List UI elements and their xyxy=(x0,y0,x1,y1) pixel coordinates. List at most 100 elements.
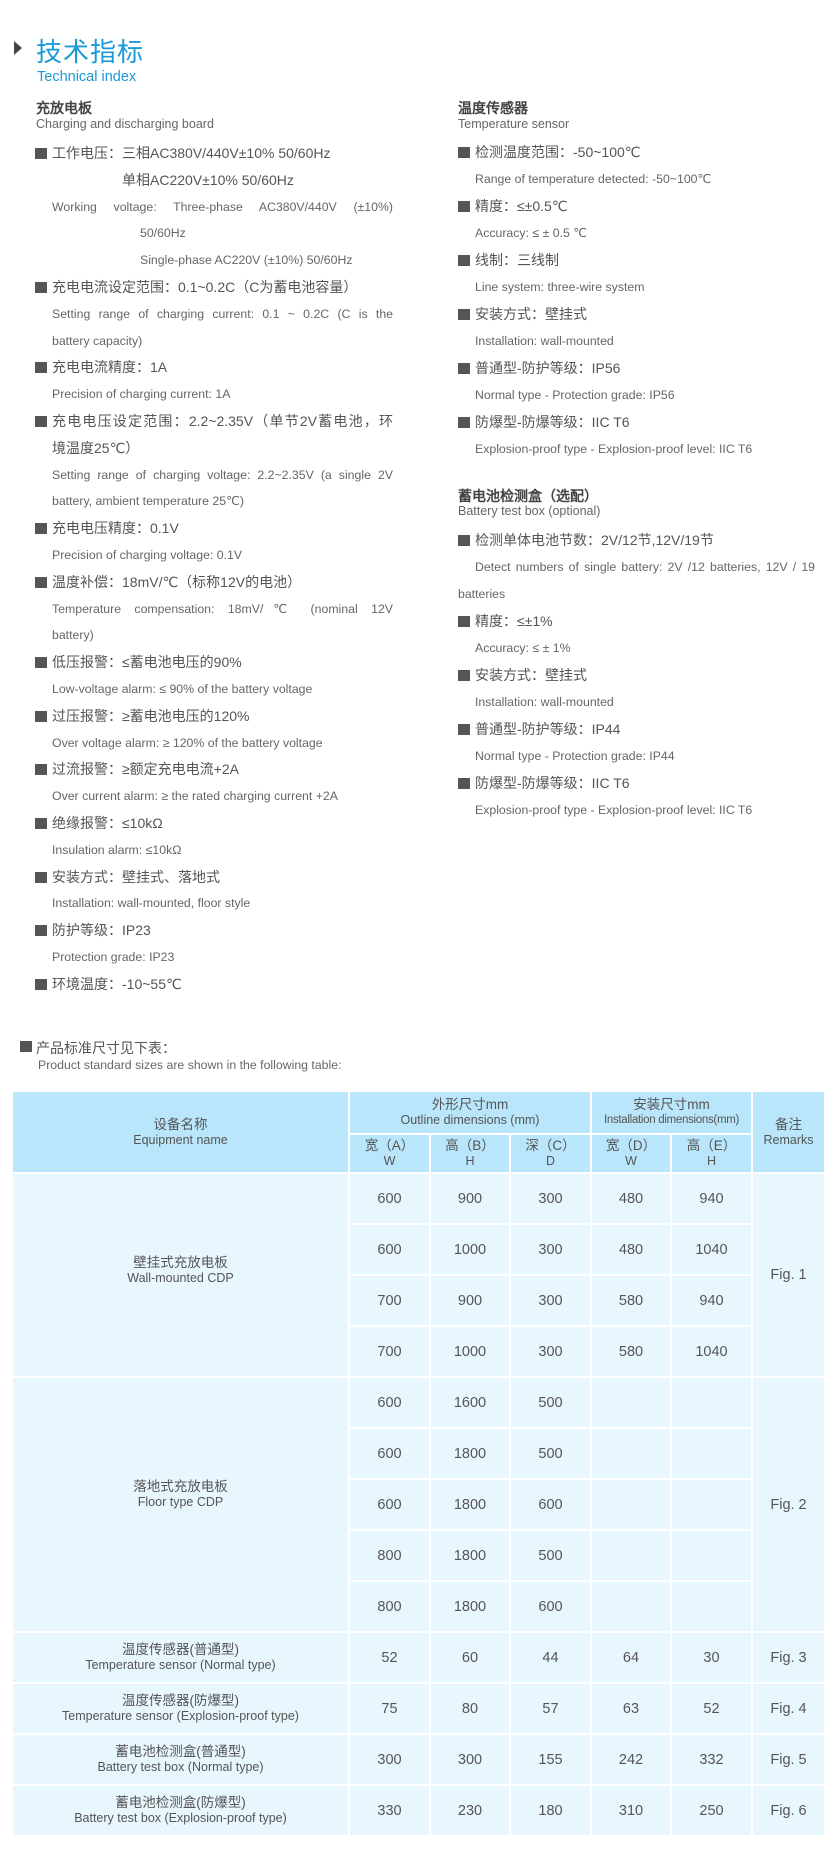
dimension-cell: 580 xyxy=(590,1325,672,1378)
spec-translation: Over current alarm: ≥ the rated charging… xyxy=(35,783,393,810)
spec-translation: battery, ambient temperature 25℃) xyxy=(35,488,393,515)
equipment-name-en: Battery test box (Explosion-proof type) xyxy=(74,1811,287,1825)
table-row: 蓄电池检测盒(防爆型) Battery test box (Explosion-p… xyxy=(11,1784,826,1837)
dimension-cell xyxy=(670,1529,753,1582)
spec-translation: Precision of charging current: 1A xyxy=(35,381,393,408)
remarks-cell: Fig. 5 xyxy=(751,1733,826,1786)
spec-item: 安装方式：壁挂式、落地式 xyxy=(35,864,393,891)
spec-text: 充电电压设定范围：2.2~2.35V（单节2V蓄电池，环 xyxy=(52,412,393,429)
dimension-cell xyxy=(590,1478,672,1531)
header-en: H xyxy=(706,1154,717,1168)
dimension-cell: 57 xyxy=(509,1682,592,1735)
charging-board-specs: 工作电压：三相AC380V/440V±10% 50/60Hz 单相AC220V±1… xyxy=(35,140,393,998)
header-equipment-name: 设备名称 Equipment name xyxy=(11,1090,350,1174)
table-row: 700 900 300 580 940 xyxy=(12,1274,825,1327)
bullet-square-icon xyxy=(458,417,470,428)
section-heading-battery-test-box: 蓄电池检测盒（选配） xyxy=(458,488,598,504)
sizes-note-en: Product standard sizes are shown in the … xyxy=(38,1058,342,1072)
dimension-cell xyxy=(670,1478,753,1531)
dimension-cell: 580 xyxy=(590,1274,672,1327)
header-dimension-0: 宽（A） W xyxy=(348,1133,431,1174)
header-en: W xyxy=(383,1154,396,1168)
spec-item: 过流报警：≥额定充电电流+2A xyxy=(35,756,393,783)
spec-translation: Setting range of charging voltage: 2.2~2… xyxy=(35,462,393,489)
bullet-square-icon xyxy=(458,724,470,735)
spec-translation: Line system: three-wire system xyxy=(458,274,818,301)
section-heading-charging-board: 充放电板 xyxy=(36,100,92,116)
dimension-cell: 80 xyxy=(429,1682,511,1735)
bullet-square-icon xyxy=(458,670,470,681)
spec-text: Normal type - Protection grade: IP44 xyxy=(475,749,675,763)
dimension-cell: 900 xyxy=(429,1274,511,1327)
spec-item: 工作电压：三相AC380V/440V±10% 50/60Hz xyxy=(35,140,393,167)
spec-text: Installation: wall-mounted xyxy=(475,695,614,709)
spec-text: Over voltage alarm: ≥ 120% of the batter… xyxy=(52,735,323,750)
header-en: D xyxy=(545,1154,556,1168)
spec-text: Precision of charging voltage: 0.1V xyxy=(52,547,243,562)
dimension-cell: 800 xyxy=(348,1529,431,1582)
spec-text: 检测温度范围：-50~100℃ xyxy=(475,144,641,160)
bullet-square-icon xyxy=(458,147,470,158)
header-cn: 备注 xyxy=(775,1116,802,1132)
dimension-cell xyxy=(590,1580,672,1633)
bullet-square-icon xyxy=(458,535,470,546)
dimension-cell xyxy=(670,1427,753,1480)
dimension-cell: 300 xyxy=(509,1223,592,1276)
bullet-square-icon xyxy=(458,778,470,789)
spec-item: 温度补偿：18mV/℃（标称12V的电池） xyxy=(35,569,393,596)
temperature-sensor-specs: 检测温度范围：-50~100℃ Range of temperature dete… xyxy=(458,139,818,463)
dimension-cell: 600 xyxy=(348,1172,431,1225)
spec-text: Working voltage: Three-phase AC380V/440V… xyxy=(52,199,393,214)
spec-item: 普通型-防护等级：IP56 xyxy=(458,355,818,382)
section-subheading-charging-board: Charging and discharging board xyxy=(36,117,214,131)
header-en: Equipment name xyxy=(133,1132,228,1147)
bullet-square-icon xyxy=(35,978,47,990)
spec-text: 过流报警：≥额定充电电流+2A xyxy=(52,761,239,778)
bullet-square-icon xyxy=(20,1041,32,1052)
header-cn: 设备名称 xyxy=(153,1116,208,1132)
dimension-cell: 600 xyxy=(348,1427,431,1480)
header-en: Outline dimensions (mm) xyxy=(400,1113,540,1127)
header-outline-dimensions: 外形尺寸mm Outline dimensions (mm) xyxy=(348,1090,592,1135)
header-cn: 外形尺寸mm xyxy=(431,1097,509,1112)
equipment-name-en: Wall-mounted CDP xyxy=(127,1270,234,1285)
equipment-name-cn: 温度传感器(防爆型) xyxy=(122,1693,239,1708)
spec-text: 低压报警：≤蓄电池电压的90% xyxy=(52,654,242,671)
spec-item: 低压报警：≤蓄电池电压的90% xyxy=(35,649,393,676)
spec-translation: Over voltage alarm: ≥ 120% of the batter… xyxy=(35,730,393,757)
dimension-cell: 600 xyxy=(348,1376,431,1429)
dimension-cell: 63 xyxy=(590,1682,672,1735)
spec-translation: battery) xyxy=(35,622,393,649)
bullet-square-icon xyxy=(35,871,47,883)
spec-translation: Low-voltage alarm: ≤ 90% of the battery … xyxy=(35,676,393,703)
dimension-cell: 480 xyxy=(590,1223,672,1276)
page-subtitle: Technical index xyxy=(37,69,137,85)
spec-text: 防护等级：IP23 xyxy=(52,922,151,939)
bullet-square-icon xyxy=(35,817,47,829)
dimension-cell: 1800 xyxy=(429,1478,511,1531)
spec-item: 充电电流精度：1A xyxy=(35,354,393,381)
header-dimension-2: 深（C） D xyxy=(509,1133,592,1174)
spec-text: 精度：≤±0.5℃ xyxy=(475,198,568,214)
spec-text: Setting range of charging current: 0.1 ~… xyxy=(52,306,393,321)
dimension-cell: 30 xyxy=(670,1631,753,1684)
header-dimension-1: 高（B） H xyxy=(429,1133,511,1174)
header-cn: 深（C） xyxy=(525,1138,576,1153)
spec-text: Temperature compensation: 18mV/℃ (nomina… xyxy=(52,601,393,616)
bullet-square-icon xyxy=(35,415,47,427)
header-dimension-3: 宽（D） W xyxy=(590,1133,672,1174)
spec-text: 充电电流设定范围：0.1~0.2C（C为蓄电池容量） xyxy=(52,278,358,295)
spec-text: Installation: wall-mounted, floor style xyxy=(52,896,251,911)
spec-text: 防爆型-防爆等级：IIC T6 xyxy=(475,414,630,430)
dimension-cell: 500 xyxy=(509,1427,592,1480)
spec-translation: Range of temperature detected: -50~100℃ xyxy=(458,166,818,193)
battery-test-box-specs: 检测单体电池节数：2V/12节,12V/19节 Detect numbers of… xyxy=(458,527,815,824)
dimension-cell: 75 xyxy=(348,1682,431,1735)
spec-item: 检测温度范围：-50~100℃ xyxy=(458,139,818,166)
dimension-cell: 1040 xyxy=(670,1325,753,1378)
bullet-square-icon xyxy=(35,281,47,293)
remarks-cell: Fig. 6 xyxy=(751,1784,826,1837)
dimension-cell: 180 xyxy=(509,1784,592,1837)
spec-item: 普通型-防护等级：IP44 xyxy=(458,716,815,743)
spec-text: 普通型-防护等级：IP44 xyxy=(475,721,621,737)
